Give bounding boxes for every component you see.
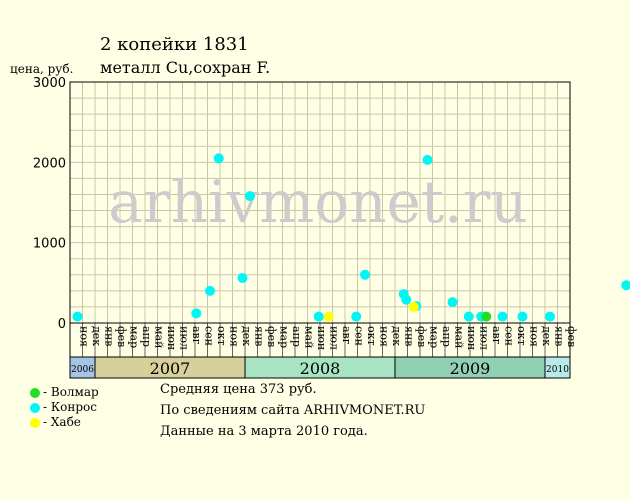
month-label: апр xyxy=(290,326,303,347)
month-label: май xyxy=(302,326,315,348)
chart-title: 2 копейки 1831 xyxy=(100,34,249,55)
data-point xyxy=(422,154,433,165)
month-label: апр xyxy=(440,326,453,347)
data-point xyxy=(497,311,508,322)
month-label: июл xyxy=(477,326,490,350)
month-label: дек xyxy=(90,326,103,346)
date-text: Данные на 3 марта 2010 года. xyxy=(160,424,368,439)
month-label: дек xyxy=(240,326,253,346)
month-label: окт xyxy=(215,326,228,346)
month-label: май xyxy=(452,326,465,348)
legend-marker xyxy=(30,402,40,413)
data-point xyxy=(360,269,370,280)
month-label: сен xyxy=(352,326,365,346)
year-label: 2006 xyxy=(71,365,94,375)
month-label: июн xyxy=(315,326,328,350)
month-label: сен xyxy=(202,326,215,346)
month-label: окт xyxy=(365,326,378,346)
month-label: янв xyxy=(252,326,265,346)
legend-label: - Хабе xyxy=(43,415,81,429)
data-point xyxy=(245,191,255,202)
month-label: ноя xyxy=(377,326,390,347)
month-label: авг xyxy=(190,326,203,345)
month-label: июн xyxy=(165,326,178,350)
data-point xyxy=(545,311,555,322)
month-label: дек xyxy=(390,326,403,346)
data-point xyxy=(408,301,419,312)
data-point xyxy=(481,311,492,322)
month-label: ноя xyxy=(227,326,240,347)
data-point xyxy=(205,285,215,296)
year-band xyxy=(544,356,571,379)
y-tick-label: 0 xyxy=(58,317,66,332)
data-point xyxy=(237,273,248,284)
year-label: 2009 xyxy=(450,359,491,378)
month-label: мар xyxy=(277,326,290,348)
month-label: фев xyxy=(265,326,278,347)
chart-subtitle: металл Cu,сохран F. xyxy=(100,58,271,77)
data-point xyxy=(191,308,202,319)
month-label: ноя xyxy=(77,326,90,347)
legend-item: - Хабе xyxy=(30,415,99,430)
month-label: июл xyxy=(177,326,190,350)
legend-label: - Волмар xyxy=(43,385,99,399)
watermark: arhivmonet.ru xyxy=(108,168,527,236)
data-point xyxy=(463,311,474,322)
source-text: По сведениям сайта ARHIVMONET.RU xyxy=(160,403,426,418)
month-label: мар xyxy=(127,326,140,348)
legend: - Волмар - Конрос - Хабе xyxy=(30,385,99,430)
legend-marker xyxy=(30,387,40,398)
month-label: янв xyxy=(402,326,415,346)
month-label: мар xyxy=(427,326,440,348)
month-label: фев xyxy=(415,326,428,347)
y-tick-label: 2000 xyxy=(33,156,66,171)
month-label: апр xyxy=(140,326,153,347)
month-label: май xyxy=(152,326,165,348)
avg-price-text: Средняя цена 373 руб. xyxy=(160,382,317,397)
month-label: ноя xyxy=(527,326,540,347)
data-point xyxy=(72,311,83,322)
month-label: июн xyxy=(465,326,478,350)
month-label: янв xyxy=(102,326,115,346)
month-label: июл xyxy=(327,326,340,350)
legend-label: - Конрос xyxy=(43,400,98,414)
month-label: сен xyxy=(502,326,515,346)
month-label: авг xyxy=(340,326,353,345)
data-point xyxy=(401,294,412,305)
month-label: янв xyxy=(552,326,565,346)
data-point xyxy=(313,311,324,322)
year-label: 2010 xyxy=(546,365,569,375)
month-label: авг xyxy=(490,326,503,345)
month-label: окт xyxy=(515,326,528,346)
y-tick-label: 3000 xyxy=(33,76,66,91)
data-point xyxy=(517,311,528,322)
year-label: 2007 xyxy=(150,359,191,378)
data-point xyxy=(323,311,334,322)
month-label: фев xyxy=(115,326,128,347)
month-label: фев xyxy=(565,326,578,347)
legend-item: - Волмар xyxy=(30,385,99,400)
legend-item: - Конрос xyxy=(30,400,99,415)
data-point xyxy=(213,153,224,164)
month-label: дек xyxy=(540,326,553,346)
year-label: 2008 xyxy=(300,359,341,378)
data-point xyxy=(447,297,458,308)
legend-marker xyxy=(30,417,40,428)
y-axis-label: цена, руб. xyxy=(10,62,74,76)
y-tick-label: 1000 xyxy=(33,237,66,252)
data-point xyxy=(351,311,362,322)
data-point xyxy=(621,280,630,291)
